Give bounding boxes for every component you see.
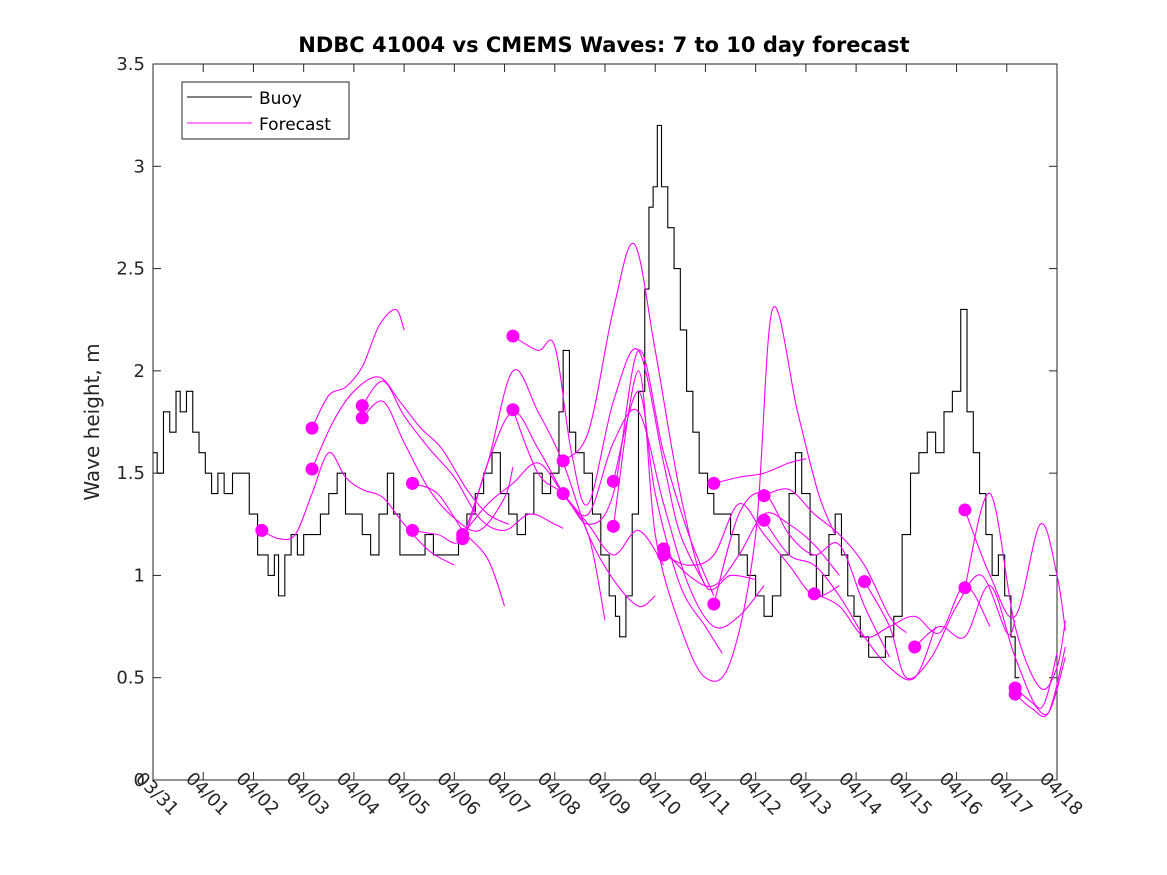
forecast-start-marker-17 [707,476,721,490]
forecast-start-marker-21 [807,587,821,601]
forecast-start-marker-24 [958,503,972,517]
buoy-line [153,124,1020,679]
legend-box [181,81,350,140]
y-tick-label: 0 [134,770,145,791]
forecast-start-marker-13 [606,474,620,488]
forecast-line-4 [361,400,514,532]
forecast-line-17 [713,458,807,484]
y-axis-label: Wave height, m [80,343,104,500]
y-tick-label: 3.5 [116,54,145,75]
forecast-start-marker-11 [556,454,570,468]
forecast-start-marker-9 [506,329,520,343]
forecast-line-18 [713,492,891,658]
y-tick-label: 1.5 [116,463,145,484]
forecast-start-marker-27 [1008,687,1022,701]
forecast-line-1 [311,376,509,525]
forecast-line-2 [311,308,405,429]
forecast-start-marker-10 [506,403,520,417]
forecast-start-marker-12 [556,487,570,501]
forecast-start-marker-5 [405,476,419,490]
forecast-line-23 [914,585,1058,709]
forecast-start-marker-25 [958,581,972,595]
legend-forecast-label: Forecast [259,115,331,135]
forecast-start-marker-18 [707,597,721,611]
forecast-line-20 [763,519,937,681]
forecast-start-marker-22 [857,575,871,589]
forecast-line-24 [964,509,1066,631]
forecast-start-marker-3 [355,399,369,413]
y-tick-label: 2.5 [116,259,145,280]
y-tick-label: 1 [134,565,145,586]
forecast-line-9 [512,335,706,586]
forecast-line-13 [612,390,723,654]
forecast-line-19 [763,488,907,634]
forecast-start-marker-0 [255,523,269,537]
forecast-start-marker-20 [757,513,771,527]
forecast-line-26 [1014,657,1066,716]
forecast-line-11 [562,242,756,591]
forecast-start-marker-1 [305,462,319,476]
legend: Buoy Forecast [181,81,350,140]
forecast-line-27 [1014,646,1066,718]
forecast-start-marker-4 [355,411,369,425]
forecast-line-3 [361,380,564,532]
y-tick-label: 2 [134,361,145,382]
chart-title: NDBC 41004 vs CMEMS Waves: 7 to 10 day f… [298,33,909,57]
forecast-start-marker-23 [908,640,922,654]
forecast-line-15 [663,512,840,587]
legend-buoy-label: Buoy [259,89,302,109]
forecast-start-marker-19 [757,489,771,503]
forecast-start-marker-2 [305,421,319,435]
forecast-start-marker-6 [405,523,419,537]
forecast-start-marker-8 [456,528,470,542]
forecast-start-marker-16 [657,548,671,562]
forecast-line-25 [964,493,1066,691]
y-tick-label: 0.5 [116,668,145,689]
forecast-line-14 [612,306,836,682]
y-tick-label: 3 [134,156,145,177]
forecast-line-12 [562,408,765,629]
forecast-start-marker-14 [606,519,620,533]
